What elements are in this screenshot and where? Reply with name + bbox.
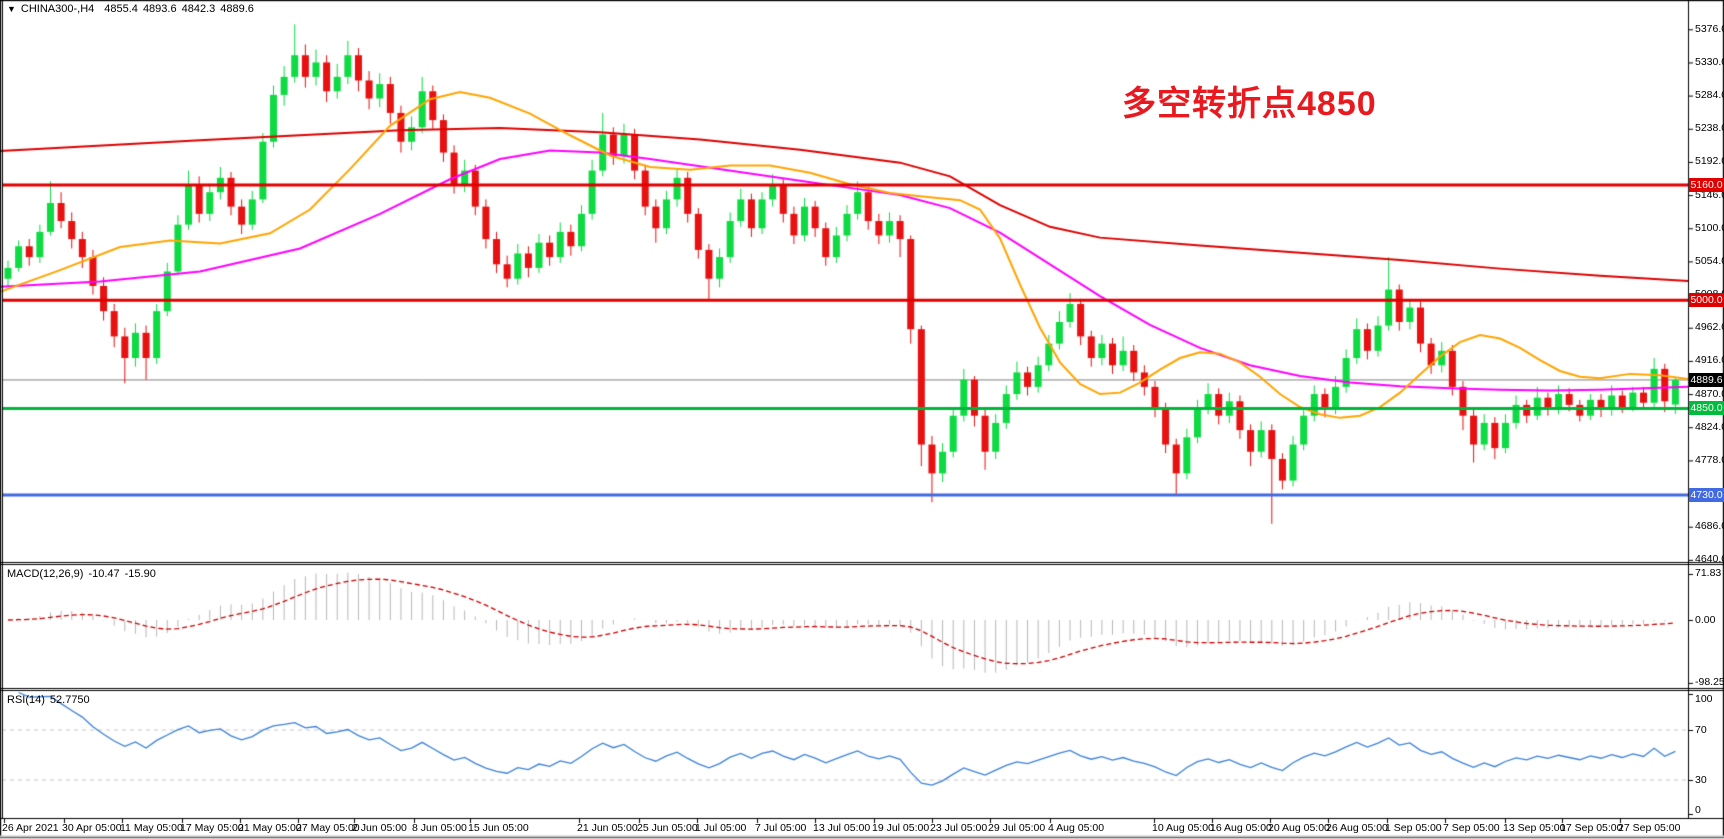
rsi-axis-tick-label: 100 (1695, 693, 1713, 705)
macd-name: MACD(12,26,9) (7, 568, 84, 580)
macd-indicator-label: MACD(12,26,9) -10.47 -15.90 (7, 568, 161, 580)
ohlc-close: 4889.6 (220, 3, 254, 15)
date-tick-label: 16 Aug 05:00 (1210, 822, 1272, 834)
price-axis-tick-label: 5100.0 (1695, 221, 1724, 234)
date-tick-label: 19 Jul 05:00 (872, 822, 930, 834)
date-tick-label: 27 Sep 05:00 (1618, 822, 1681, 834)
price-axis-tick-label: 5376.0 (1695, 22, 1724, 35)
annotation-text: 多空转折点4850 (1122, 85, 1377, 123)
date-tick-label: 2 Jun 05:00 (352, 822, 407, 834)
date-tick-label: 27 May 05:00 (296, 822, 360, 834)
date-tick-label: 13 Jul 05:00 (813, 822, 871, 834)
rsi-axis-tick-label: 0 (1695, 804, 1701, 816)
rsi-value: 52.7750 (49, 694, 90, 706)
price-axis-tick-label: 4824.0 (1695, 420, 1724, 433)
rsi-axis-tick-label: 30 (1695, 773, 1707, 786)
ohlc-open: 4855.4 (104, 3, 138, 15)
price-axis-tick-label: 4640.0 (1695, 553, 1724, 566)
date-tick-label: 8 Jun 05:00 (412, 822, 467, 834)
rsi-axis-tick-label: 70 (1695, 723, 1707, 736)
date-tick-label: 17 Sep 05:00 (1560, 822, 1623, 834)
chart-header: ▼ CHINA300-,H4 4855.4 4893.6 4842.3 4889.6 (7, 3, 259, 15)
date-tick-label: 13 Sep 05:00 (1503, 822, 1566, 834)
price-axis-tick-label: 4778.0 (1695, 453, 1724, 466)
price-badge-5160: 5160.0 (1689, 178, 1724, 192)
date-tick-label: 1 Jul 05:00 (695, 822, 747, 834)
date-tick-label: 23 Jul 05:00 (930, 822, 988, 834)
date-tick-label: 15 Jun 05:00 (468, 822, 529, 834)
date-tick-label: 7 Sep 05:00 (1443, 822, 1500, 834)
rsi-indicator-label: RSI(14) 52.7750 (7, 694, 95, 706)
price-badge-5000: 5000.0 (1689, 293, 1724, 308)
macd-axis-tick-label: 0.00 (1695, 613, 1716, 626)
price-axis-tick-label: 5238.0 (1695, 122, 1724, 135)
price-axis-tick-label: 5054.0 (1695, 254, 1724, 267)
date-tick-label: 26 Apr 2021 (2, 822, 59, 834)
date-tick-label: 11 May 05:00 (120, 822, 183, 834)
current-price-badge: 4889.6 (1689, 372, 1724, 387)
price-axis-tick-label: 4962.0 (1695, 321, 1724, 334)
price-axis-tick-label: 5192.0 (1695, 155, 1724, 168)
date-tick-label: 25 Jun 05:00 (637, 822, 698, 834)
price-badge-4850: 4850.0 (1689, 401, 1724, 416)
date-tick-label: 21 Jun 05:00 (577, 822, 638, 834)
price-axis-tick-label: 4870.0 (1695, 387, 1724, 400)
date-tick-label: 21 May 05:00 (238, 822, 302, 834)
ohlc-high: 4893.6 (142, 3, 177, 15)
rsi-name: RSI(14) (7, 694, 45, 706)
date-tick-label: 1 Sep 05:00 (1385, 822, 1442, 834)
date-tick-label: 20 Aug 05:00 (1268, 822, 1330, 834)
date-tick-label: 29 Jul 05:00 (988, 822, 1046, 834)
ohlc-low: 4842.3 (181, 3, 216, 15)
macd-signal-value: -15.90 (124, 568, 156, 580)
price-axis-tick-label: 4686.0 (1695, 520, 1724, 533)
symbol-dropdown-icon[interactable]: ▼ (7, 4, 16, 14)
date-tick-label: 26 Aug 05:00 (1326, 822, 1388, 834)
price-axis-tick-label: 4916.0 (1695, 354, 1724, 367)
macd-axis-tick-label: 71.83 (1695, 567, 1722, 580)
price-badge-4730: 4730.0 (1689, 487, 1724, 502)
date-tick-label: 7 Jul 05:00 (755, 822, 807, 834)
price-axis-tick-label: 5284.0 (1695, 89, 1724, 102)
price-axis-tick-label: 5330.0 (1695, 55, 1724, 68)
macd-value: -10.47 (88, 568, 120, 580)
macd-axis-tick-label: -98.25 (1695, 676, 1724, 689)
date-tick-label: 4 Aug 05:00 (1048, 822, 1105, 834)
date-tick-label: 30 Apr 05:00 (62, 822, 122, 834)
date-tick-label: 10 Aug 05:00 (1152, 822, 1214, 834)
symbol-period-label: CHINA300-,H4 (20, 3, 95, 15)
date-tick-label: 17 May 05:00 (180, 822, 244, 834)
